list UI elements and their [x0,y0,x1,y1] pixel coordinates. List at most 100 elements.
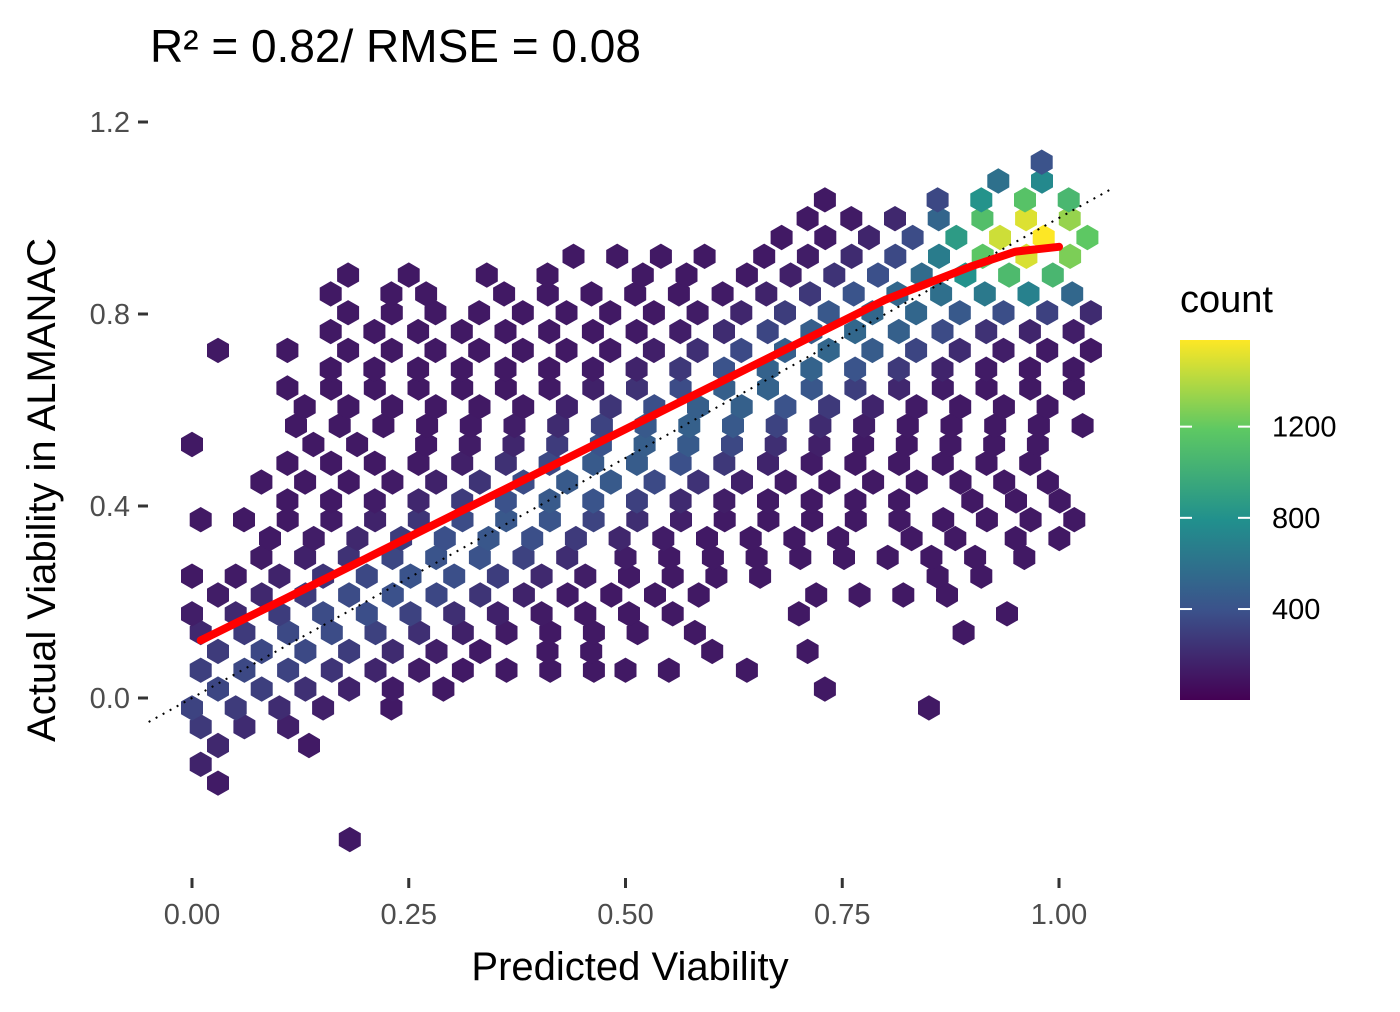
hexbin-cell [372,413,395,439]
hexbin-cell [711,281,734,307]
hexbin-cell [320,488,343,514]
x-tick-label: 0.75 [814,899,870,931]
hexbin-cell [432,676,455,702]
y-axis: 0.0 0.4 0.8 1.2 [90,107,148,715]
hexbin-cell [224,563,247,589]
hexbin-cell [948,337,971,364]
hexbin-cell [745,544,768,571]
hexbin-cell [970,563,993,589]
hexbin-cell [1004,525,1027,552]
hexbin-cell [555,394,578,420]
hexbin-cell [381,469,404,495]
hexbin-cell [302,525,325,552]
hexbin-cell [458,431,481,458]
hexbin-cell [735,657,758,683]
hexbin-cell [259,525,281,552]
hexbin-cell [250,638,273,665]
hexbin-cell [521,525,544,552]
hexbin-cell [644,582,666,608]
hexbin-cell [844,318,867,345]
hexbin-cell [443,563,466,589]
hexbin-cell [1027,413,1050,439]
hexbin-cell [887,318,910,345]
hexbin-cell [494,375,517,401]
hexbin-cell [867,262,889,288]
hexbin-cell [952,619,975,646]
hexbin-cell [901,224,924,251]
hexbin-cell [337,300,360,326]
hexbin-cell [181,695,203,721]
hexbin-cell [207,732,229,759]
hexbin-cell [888,507,911,533]
hexbin-cell [844,488,867,514]
hexbin-cell [669,488,692,514]
hexbin-cell [670,507,692,533]
hexbin-cell [407,356,430,382]
hexbin-cell [189,657,212,683]
hexbin-cell [765,413,788,439]
hexbin-cell [207,770,229,796]
hexbin-cell [905,300,928,326]
hexbin-cells [181,149,1102,853]
hexbin-cell [338,582,361,608]
hexbin-cell [425,638,448,665]
x-axis-title: Predicted Viability [471,945,788,989]
hexbin-cell [415,281,438,307]
hexbin-cell [338,676,361,702]
hexbin-cell [475,262,498,288]
hexbin-cell [669,450,692,476]
hexbin-cell [796,243,819,269]
hexbin-cell [800,450,823,476]
hexbin-cell [512,394,535,420]
hexbin-cell [250,469,273,495]
hexbin-cell [1018,318,1041,345]
hexbin-cell [536,281,559,307]
hexbin-cell [713,507,736,533]
hexbin-cell [713,450,736,476]
hexbin-cell [642,337,665,364]
hexbin-cell [468,469,491,495]
hexbin-cell [888,375,911,401]
hexbin-cell [667,281,690,307]
hexbin-cell [363,356,386,382]
hexbin-cell [582,657,605,683]
hexbin-cell [1018,356,1041,382]
hexbin-cell [538,356,561,382]
hexbin-cell [757,375,779,401]
hexbin-cell [1036,300,1059,326]
hexbin-cell [546,431,569,458]
hexbin-cell [1031,168,1053,194]
hexbin-cell [425,544,448,571]
hexbin-cell [408,619,431,646]
hexbin-cell [1036,394,1059,420]
hexbin-cell [294,676,317,702]
hexbin-cell [469,638,492,665]
hexbin-cell [844,356,867,382]
hexbin-cell [1036,337,1059,364]
hexbin-cell [502,431,525,458]
hexbin-cell [796,638,819,665]
hexbin-cell [580,638,603,665]
y-tick-label: 1.2 [90,107,130,139]
hexbin-cell [696,525,718,552]
hexbin-cell [582,488,605,514]
hexbin-cell [207,638,229,665]
legend-colorbar [1180,340,1250,700]
hexbin-cell [713,318,735,345]
hexbin-cell [1048,488,1071,514]
hexbin-cell [1019,375,1042,401]
hexbin-cell [451,375,474,401]
hexbin-cell [1079,337,1102,364]
hexbin-cell [842,281,865,307]
hexbin-cell [494,450,517,476]
hexbin-cell [320,375,343,401]
hexbin-cell [276,507,299,533]
hexbin-cell [731,469,753,495]
hexbin-cell [739,525,762,552]
hexbin-cell [494,356,517,382]
hexbin-cell [888,488,911,514]
hexbin-cell [493,281,516,307]
hexbin-cell [268,695,291,721]
hexbin-cell [277,714,300,740]
hexbin-cell [250,582,273,608]
